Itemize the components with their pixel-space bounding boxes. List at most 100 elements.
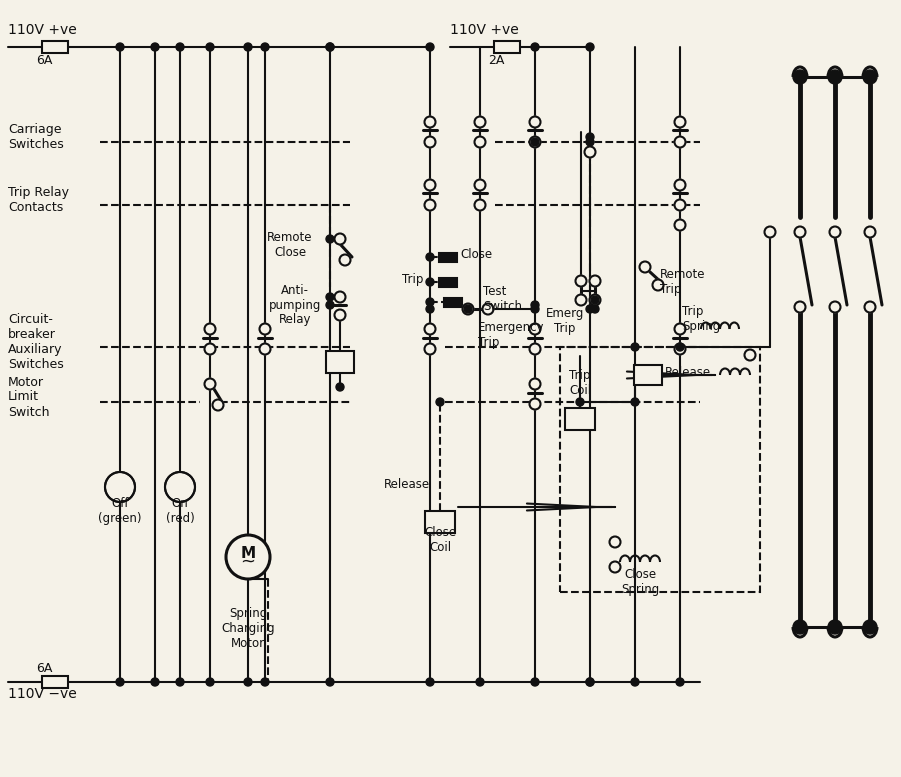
- Text: 110V +ve: 110V +ve: [8, 23, 77, 37]
- Circle shape: [830, 301, 841, 312]
- Text: M: M: [241, 545, 256, 560]
- Circle shape: [424, 343, 435, 354]
- Circle shape: [675, 323, 686, 335]
- Circle shape: [475, 117, 486, 127]
- Circle shape: [326, 43, 334, 51]
- Text: 110V +ve: 110V +ve: [450, 23, 519, 37]
- Circle shape: [609, 536, 621, 548]
- Circle shape: [426, 298, 434, 306]
- Circle shape: [424, 137, 435, 148]
- Circle shape: [676, 678, 684, 686]
- Circle shape: [530, 399, 541, 409]
- Circle shape: [591, 305, 599, 313]
- Text: Trip: Trip: [402, 274, 423, 287]
- Circle shape: [206, 678, 214, 686]
- Circle shape: [576, 398, 584, 406]
- Circle shape: [531, 301, 539, 309]
- Circle shape: [531, 305, 539, 313]
- Circle shape: [326, 235, 334, 243]
- Text: Release: Release: [384, 479, 430, 492]
- Circle shape: [828, 620, 842, 634]
- Circle shape: [530, 137, 541, 148]
- Circle shape: [151, 678, 159, 686]
- Text: Trip
Coil: Trip Coil: [569, 369, 591, 397]
- Circle shape: [259, 343, 270, 354]
- Bar: [42, 41, 68, 53]
- Text: Anti-
pumping
Relay: Anti- pumping Relay: [268, 284, 321, 326]
- Circle shape: [631, 343, 639, 351]
- Circle shape: [326, 678, 334, 686]
- Bar: [42, 676, 68, 688]
- Circle shape: [863, 620, 877, 634]
- Circle shape: [675, 117, 686, 127]
- Circle shape: [340, 255, 350, 266]
- Circle shape: [744, 350, 756, 361]
- Circle shape: [244, 678, 252, 686]
- Circle shape: [326, 293, 334, 301]
- Circle shape: [259, 323, 270, 335]
- Circle shape: [675, 179, 686, 190]
- Circle shape: [765, 227, 776, 238]
- Circle shape: [530, 378, 541, 389]
- Text: Motor
Limit
Switch: Motor Limit Switch: [8, 375, 50, 419]
- Circle shape: [675, 343, 686, 354]
- Circle shape: [631, 398, 639, 406]
- Circle shape: [586, 43, 594, 51]
- Text: Release: Release: [665, 367, 711, 379]
- Text: Spring
Charging
Motor: Spring Charging Motor: [221, 607, 275, 650]
- Circle shape: [530, 117, 541, 127]
- Circle shape: [531, 43, 539, 51]
- Text: Test
Switch: Test Switch: [483, 285, 522, 313]
- Circle shape: [426, 253, 434, 261]
- Circle shape: [116, 43, 124, 51]
- Text: Remote
Trip: Remote Trip: [660, 268, 705, 296]
- Text: Circuit-
breaker
Auxiliary
Switches: Circuit- breaker Auxiliary Switches: [8, 313, 64, 371]
- Text: 6A: 6A: [36, 663, 52, 675]
- Circle shape: [530, 343, 541, 354]
- Circle shape: [589, 276, 600, 287]
- Circle shape: [464, 305, 472, 313]
- Circle shape: [424, 323, 435, 335]
- Circle shape: [176, 678, 184, 686]
- Bar: [560, 347, 760, 592]
- Circle shape: [530, 323, 541, 335]
- Circle shape: [226, 535, 270, 579]
- Text: Emergency
Trip: Emergency Trip: [478, 321, 544, 349]
- Circle shape: [334, 291, 345, 302]
- Text: Close: Close: [460, 249, 492, 262]
- Circle shape: [795, 227, 805, 238]
- Circle shape: [116, 678, 124, 686]
- Bar: [326, 351, 354, 373]
- Bar: [494, 41, 520, 53]
- Circle shape: [244, 43, 252, 51]
- Circle shape: [206, 43, 214, 51]
- Text: Carriage
Switches: Carriage Switches: [8, 123, 64, 151]
- Circle shape: [151, 43, 159, 51]
- Circle shape: [793, 70, 807, 84]
- Circle shape: [631, 678, 639, 686]
- Circle shape: [589, 294, 600, 305]
- Circle shape: [334, 309, 345, 320]
- Circle shape: [863, 70, 877, 84]
- Circle shape: [576, 294, 587, 305]
- Circle shape: [675, 137, 686, 148]
- Text: 2A: 2A: [487, 54, 505, 67]
- Circle shape: [531, 138, 539, 146]
- Circle shape: [586, 305, 594, 313]
- Circle shape: [424, 179, 435, 190]
- Text: Trip Relay
Contacts: Trip Relay Contacts: [8, 186, 69, 214]
- Circle shape: [483, 304, 494, 315]
- Circle shape: [326, 301, 334, 309]
- Text: Trip
Spring: Trip Spring: [682, 305, 720, 333]
- Circle shape: [475, 179, 486, 190]
- Bar: [439, 277, 457, 287]
- Text: On
(red): On (red): [166, 497, 195, 525]
- Circle shape: [426, 678, 434, 686]
- Text: Close
Spring: Close Spring: [621, 568, 660, 596]
- Circle shape: [261, 43, 269, 51]
- Circle shape: [176, 43, 184, 51]
- Circle shape: [795, 301, 805, 312]
- Bar: [425, 511, 455, 533]
- Text: Off
(green): Off (green): [98, 497, 141, 525]
- Circle shape: [609, 562, 621, 573]
